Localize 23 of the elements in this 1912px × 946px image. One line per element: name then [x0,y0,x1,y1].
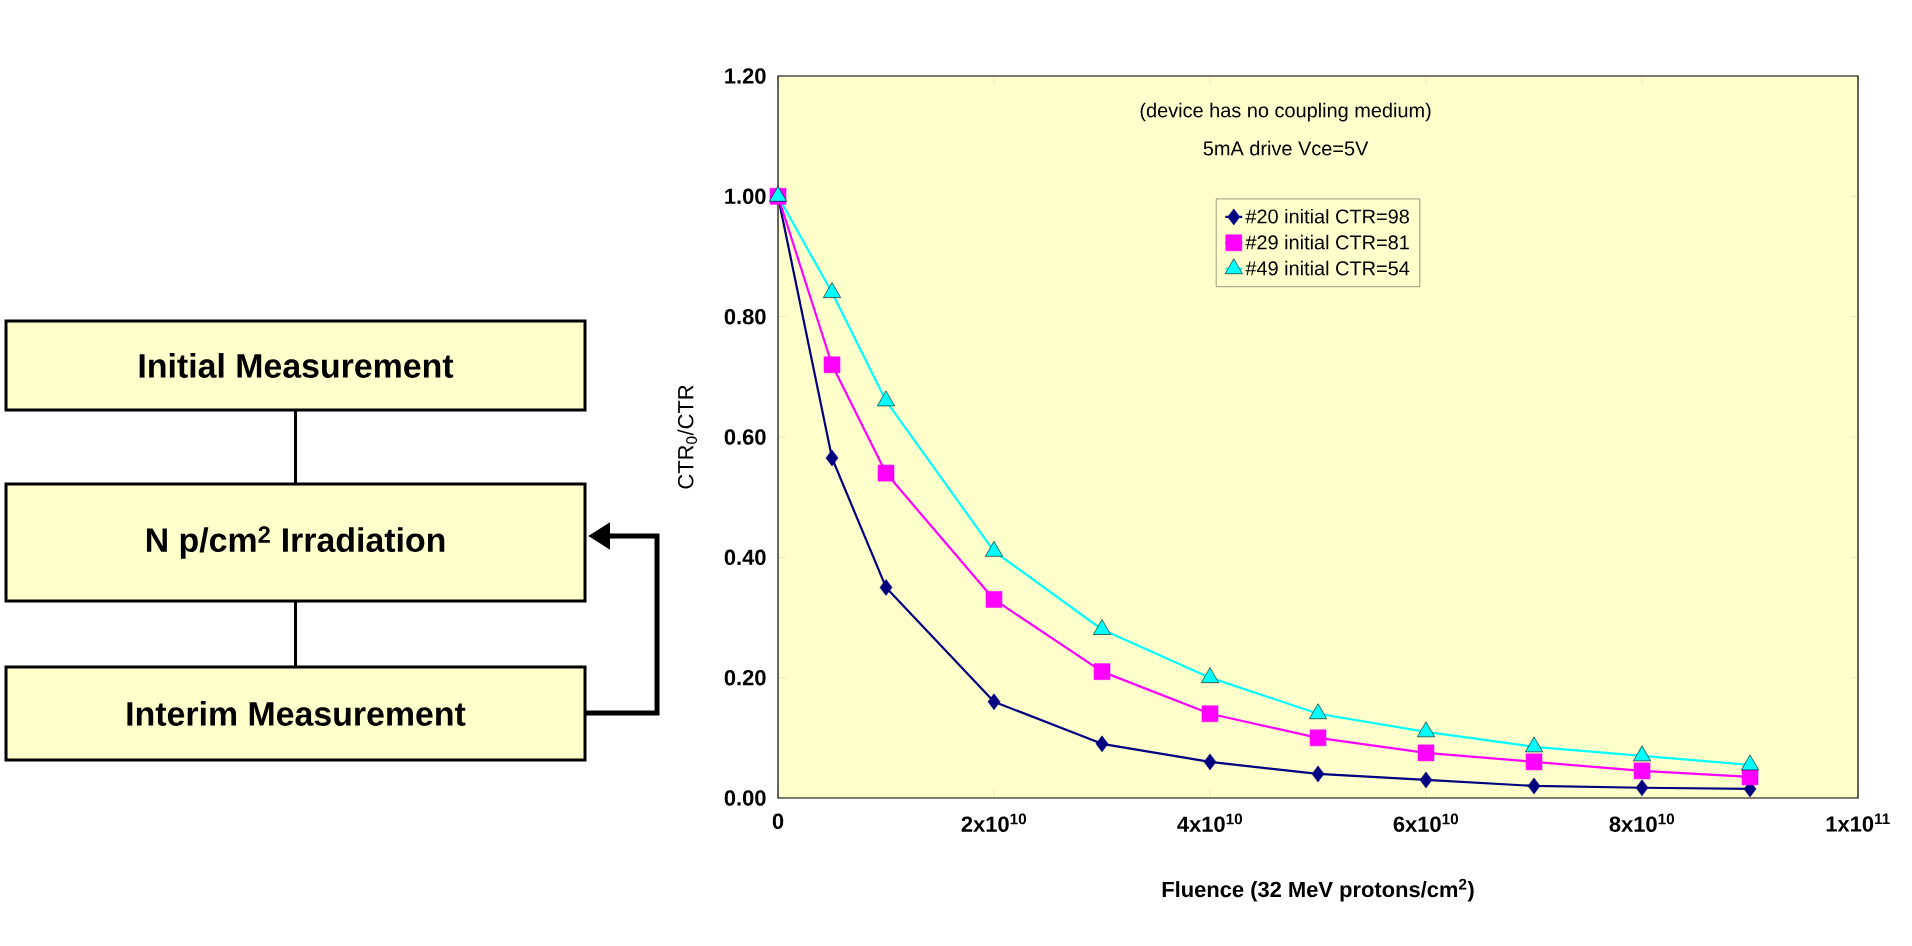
y-tick-label: 1.20 [725,68,766,84]
text: Interim Measurement [127,701,466,726]
x-tick-label: 6x10$^{10}$ [1393,813,1459,832]
annotation: 5mA drive Vce=5V [1203,140,1369,156]
annotation: (device has no coupling medium) [1140,102,1431,122]
x-tick-label: 8x10$^{10}$ [1609,813,1675,832]
text: Initial Measurement [139,353,454,378]
x-tick-label: 4x10$^{10}$ [1177,813,1243,832]
legend-label: #20 initial CTR=98 [1245,208,1409,224]
legend-label: #49 initial CTR=54 [1245,260,1410,276]
x-axis-title: Fluence (32 MeV protons/cm$^{2}$) [1162,878,1474,902]
y-tick-label: 1.00 [725,188,766,205]
y-tick-label: 0.60 [724,429,766,445]
x-tick-label: 1x10$^{11}$ [1826,813,1890,832]
legend-label: #29 initial CTR=81 [1245,234,1409,250]
y-tick-label: 0.40 [724,549,766,566]
y-tick-label: 0.80 [724,308,766,325]
y-tick-label: 0.00 [724,790,766,806]
y-tick-label: 0.20 [724,669,766,686]
y-axis-title: CTR$_{0}$/CTR [677,385,698,489]
x-tick-label: 0 [772,813,784,830]
text: N p/cm$^{2}$ Irradiation [146,526,445,559]
x-tick-label: 2x10$^{10}$ [961,813,1027,832]
